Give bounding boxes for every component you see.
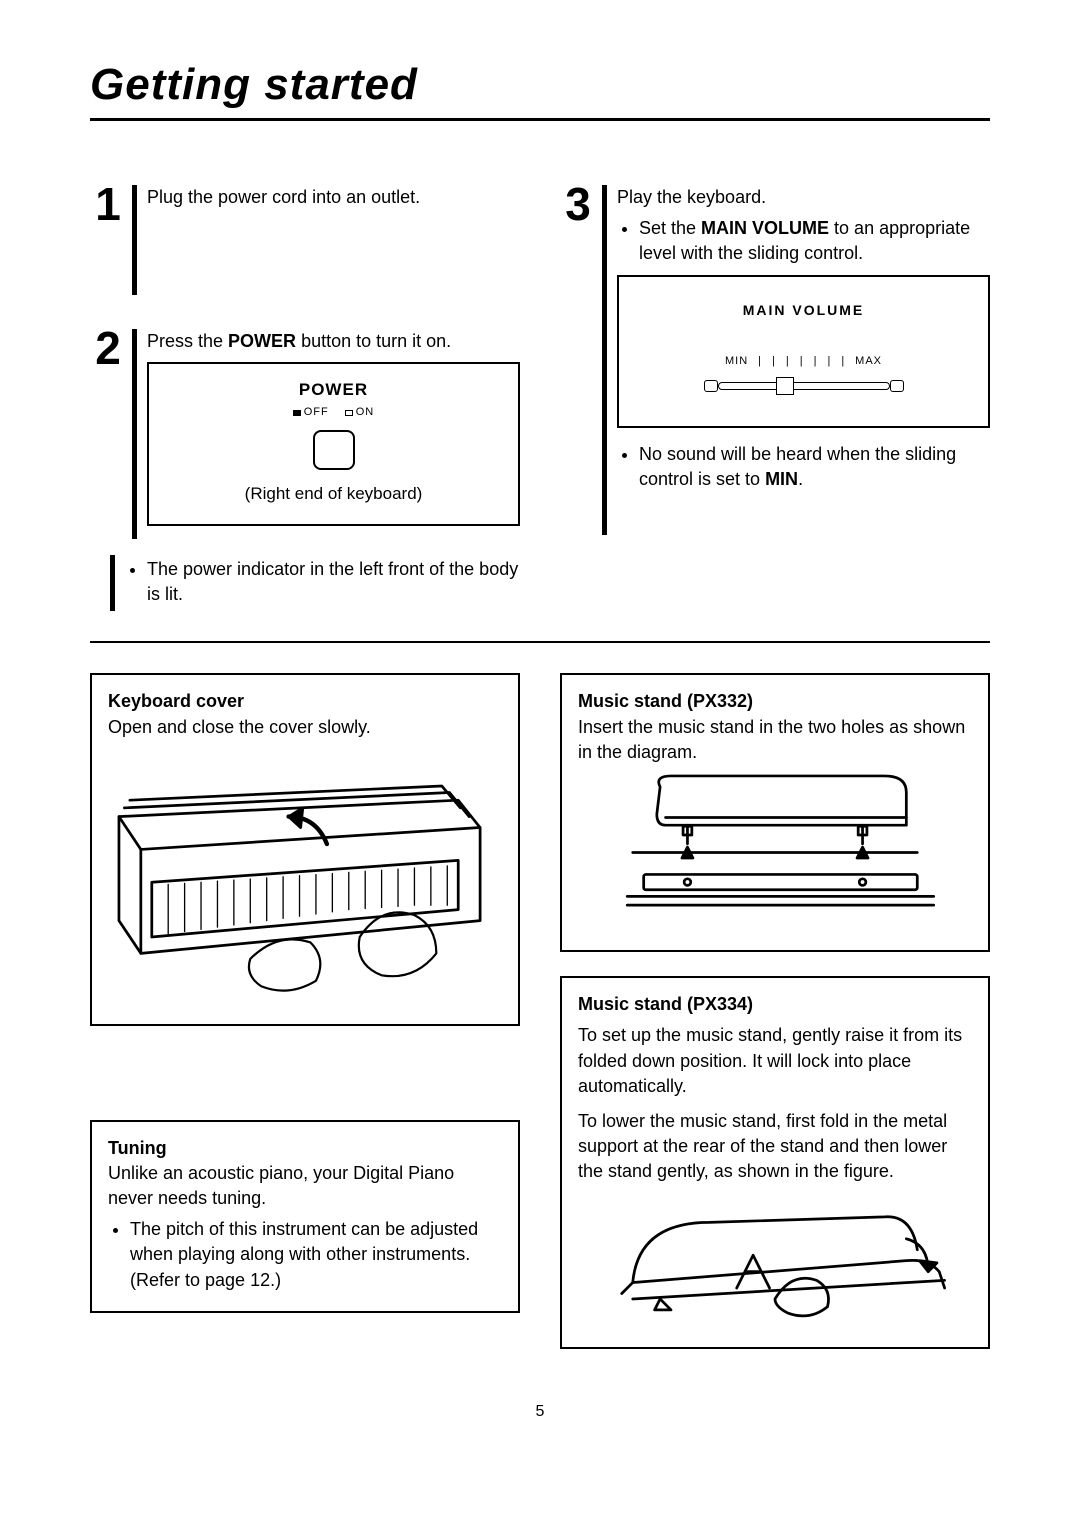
card-title: Music stand (PX334)	[578, 994, 753, 1014]
manual-page: Getting started 1 Plug the power cord in…	[0, 0, 1080, 1461]
step-number: 1	[90, 181, 126, 227]
cards-right-col: Music stand (PX332) Insert the music sta…	[560, 673, 990, 1373]
keyboard-cover-card: Keyboard cover Open and close the cover …	[90, 673, 520, 1025]
card-text: To lower the music stand, first fold in …	[578, 1109, 972, 1185]
card-text: Unlike an acoustic piano, your Digital P…	[108, 1163, 454, 1208]
card-text: Insert the music stand in the two holes …	[578, 717, 965, 762]
step-2-note: The power indicator in the left front of…	[90, 551, 520, 611]
step-text: Press the POWER button to turn it on.	[147, 331, 451, 351]
step-text: Play the keyboard.	[617, 185, 990, 210]
step-bullet: No sound will be heard when the sliding …	[639, 442, 990, 492]
keyboard-cover-illustration	[108, 740, 502, 1003]
music-stand-px332-card: Music stand (PX332) Insert the music sta…	[560, 673, 990, 952]
step-divider	[602, 185, 607, 535]
step-text: Plug the power cord into an outlet.	[147, 181, 520, 210]
step-3: 3 Play the keyboard. Set the MAIN VOLUME…	[560, 181, 990, 535]
step-body: Press the POWER button to turn it on. PO…	[147, 325, 520, 526]
step-note: The power indicator in the left front of…	[147, 557, 520, 607]
card-bullet: The pitch of this instrument can be adju…	[130, 1217, 502, 1293]
section-divider	[90, 641, 990, 643]
slider-scale: MIN ||||||| MAX	[635, 354, 972, 369]
card-text: Open and close the cover slowly.	[108, 717, 371, 737]
title-underline	[90, 118, 990, 121]
step-1: 1 Plug the power cord into an outlet.	[90, 181, 520, 295]
card-title: Music stand (PX332)	[578, 691, 753, 711]
step-number: 2	[90, 325, 126, 371]
power-diagram: POWER OFF ON (Right end of keyboard)	[147, 362, 520, 526]
step-2: 2 Press the POWER button to turn it on. …	[90, 325, 520, 539]
music-stand-px334-card: Music stand (PX334) To set up the music …	[560, 976, 990, 1349]
cards-left-col: Keyboard cover Open and close the cover …	[90, 673, 520, 1373]
off-on-labels: OFF ON	[165, 405, 502, 420]
step-bullet: Set the MAIN VOLUME to an appropriate le…	[639, 216, 990, 266]
music-stand-px334-illustration	[578, 1195, 972, 1326]
cards-section: Keyboard cover Open and close the cover …	[90, 673, 990, 1373]
volume-slider-icon	[704, 376, 904, 396]
music-stand-px332-illustration	[578, 765, 972, 929]
card-title: Keyboard cover	[108, 691, 244, 711]
steps-right-col: 3 Play the keyboard. Set the MAIN VOLUME…	[560, 181, 990, 611]
card-text: To set up the music stand, gently raise …	[578, 1023, 972, 1099]
step-body: Play the keyboard. Set the MAIN VOLUME t…	[617, 181, 990, 496]
tuning-card: Tuning Unlike an acoustic piano, your Di…	[90, 1120, 520, 1313]
step-divider	[132, 185, 137, 295]
page-number: 5	[90, 1403, 990, 1421]
step-number: 3	[560, 181, 596, 227]
volume-label: MAIN VOLUME	[635, 301, 972, 321]
step-divider	[132, 329, 137, 539]
power-label: POWER	[165, 378, 502, 402]
page-title: Getting started	[90, 60, 990, 110]
steps-section: 1 Plug the power cord into an outlet. 2 …	[90, 181, 990, 611]
card-title: Tuning	[108, 1138, 167, 1158]
volume-diagram: MAIN VOLUME MIN ||||||| MAX	[617, 275, 990, 428]
step-divider	[110, 555, 115, 611]
power-caption: (Right end of keyboard)	[165, 482, 502, 506]
steps-left-col: 1 Plug the power cord into an outlet. 2 …	[90, 181, 520, 611]
power-button-icon	[313, 430, 355, 470]
